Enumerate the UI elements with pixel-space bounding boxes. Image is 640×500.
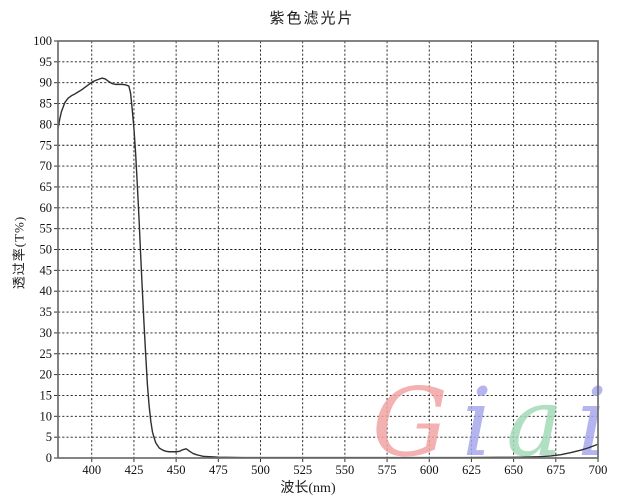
y-tick-label: 95: [40, 55, 53, 69]
x-tick-label: 625: [462, 463, 481, 477]
plot-border: [57, 40, 599, 459]
y-tick-label: 35: [40, 305, 53, 319]
x-tick-label: 525: [293, 463, 312, 477]
y-tick-label: 55: [40, 222, 53, 236]
y-tick-label: 85: [40, 97, 53, 111]
x-tick-label: 425: [125, 463, 144, 477]
y-tick-label: 5: [46, 430, 52, 444]
x-tick-label: 600: [420, 463, 439, 477]
x-tick-labels: 400 425 450 475 500 525 550 575 600 625 650 675 700: [82, 463, 607, 477]
x-tick-label: 400: [82, 463, 101, 477]
y-tick-label: 60: [40, 201, 53, 215]
chart-title: 紫色滤光片: [269, 11, 355, 27]
y-tick-label: 65: [40, 180, 53, 194]
y-tick-label: 15: [40, 388, 53, 402]
watermark-letter: G: [372, 368, 462, 478]
x-tick-label: 475: [209, 463, 228, 477]
y-tick-label: 10: [40, 409, 53, 423]
gridlines: [58, 41, 598, 458]
watermark-letter: i: [576, 368, 622, 478]
y-tick-label: 80: [40, 117, 53, 131]
x-tick-label: 575: [378, 463, 397, 477]
y-tick-label: 0: [46, 451, 52, 465]
y-tick-label: 70: [40, 159, 53, 173]
x-axis-label: 波长(nm): [280, 481, 336, 496]
y-tick-label: 50: [40, 243, 53, 257]
y-tick-label: 100: [33, 34, 52, 48]
y-tick-label: 25: [40, 347, 53, 361]
y-tick-label: 30: [40, 326, 53, 340]
watermark-letter: i: [461, 368, 507, 478]
giai-watermark-logo: Giai: [372, 376, 621, 471]
y-tick-label: 40: [40, 284, 53, 298]
y-tick-label: 20: [40, 368, 53, 382]
x-tick-label: 650: [504, 463, 523, 477]
y-axis-label: 透过率(T%): [11, 215, 27, 290]
x-tick-label: 550: [336, 463, 355, 477]
y-tick-labels: 0 5 10 15 20 25 30 35 40 45 50 55 60 65 70 75 80 85 90 95 10…: [33, 34, 52, 465]
y-tick-label: 75: [40, 138, 53, 152]
transmittance-curve: [57, 77, 599, 459]
x-tick-label: 675: [546, 463, 565, 477]
y-tick-label: 45: [40, 263, 53, 277]
x-tick-label: 700: [589, 463, 608, 477]
y-tick-label: 90: [40, 76, 53, 90]
watermark-letter: a: [506, 368, 577, 478]
x-tick-label: 500: [251, 463, 270, 477]
x-tick-label: 450: [167, 463, 186, 477]
